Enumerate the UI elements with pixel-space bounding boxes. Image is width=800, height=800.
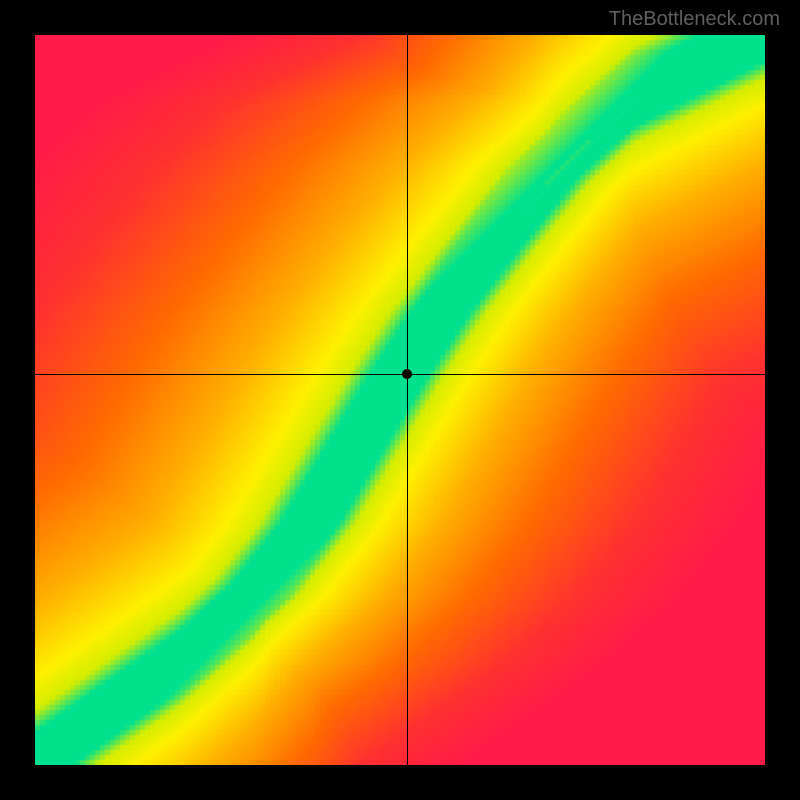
crosshair-horizontal [35, 374, 765, 375]
crosshair-marker [402, 369, 412, 379]
crosshair-vertical [407, 35, 408, 765]
heatmap-plot [35, 35, 765, 765]
heatmap-canvas [35, 35, 765, 765]
watermark-text: TheBottleneck.com [609, 8, 780, 31]
